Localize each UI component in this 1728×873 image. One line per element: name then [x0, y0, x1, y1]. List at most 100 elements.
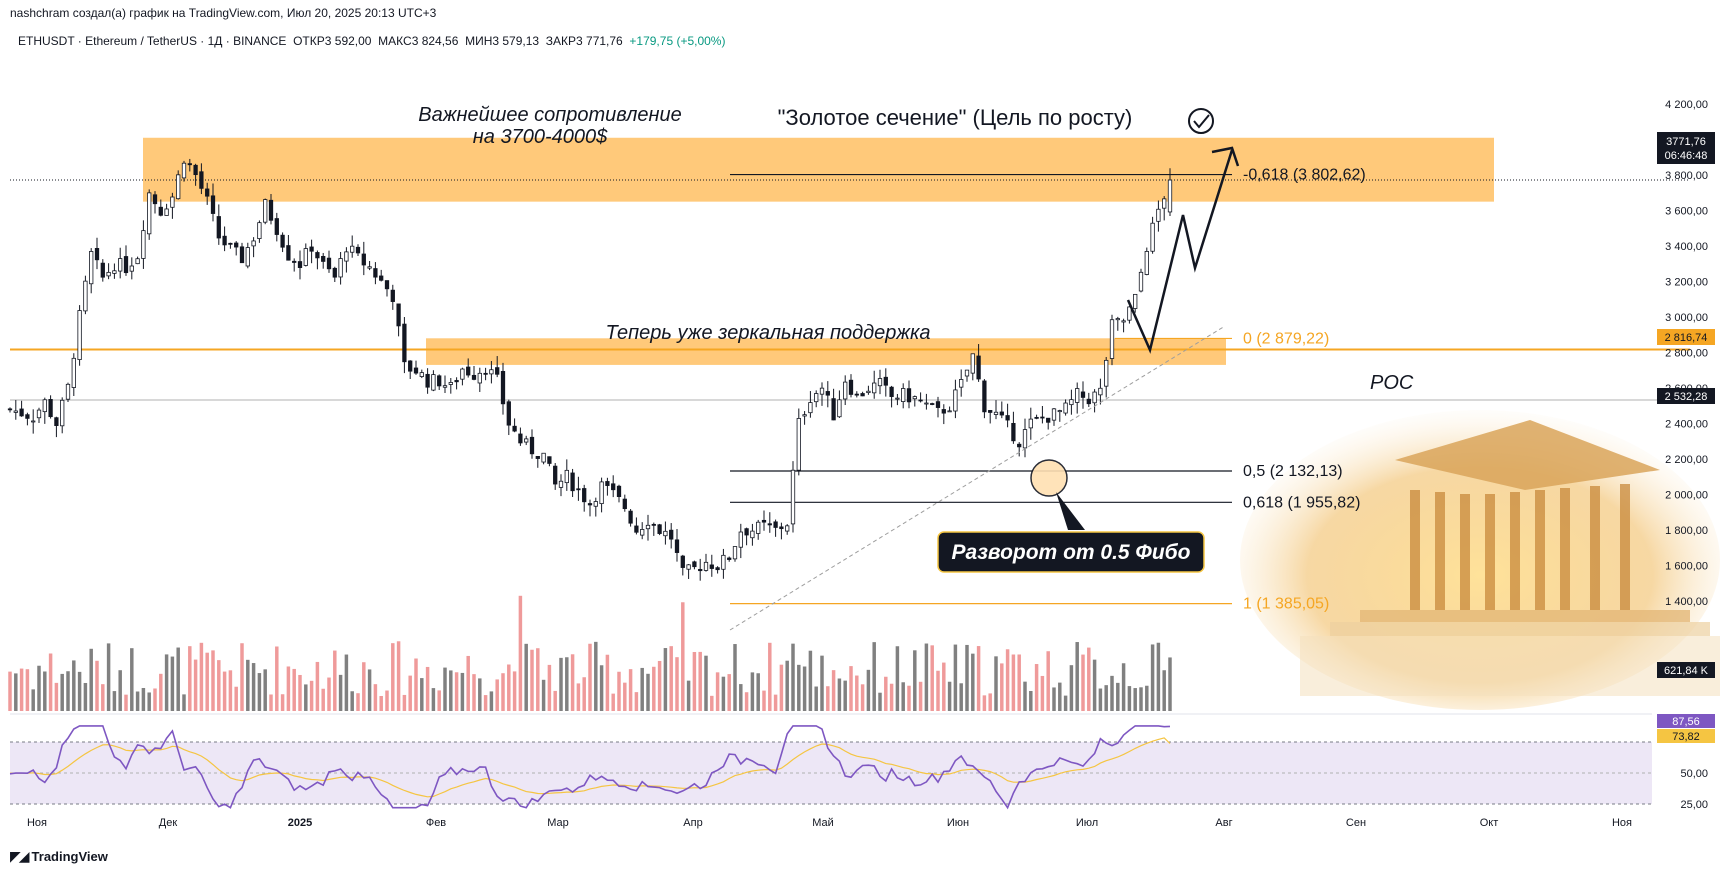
candle-body — [94, 248, 100, 261]
volume-bar — [1005, 649, 1010, 711]
candle-body — [321, 255, 326, 262]
author-line: nashchram создал(а) график на TradingVie… — [10, 6, 437, 20]
fib-label: 0,5 (2 132,13) — [1243, 463, 1343, 480]
candle-body — [181, 162, 187, 179]
volume-bar — [617, 671, 621, 711]
candle-body — [854, 393, 859, 396]
svg-text:621,84 K: 621,84 K — [1664, 665, 1709, 677]
candle-body — [1057, 410, 1062, 413]
candle-body — [506, 401, 511, 426]
volume-bar — [269, 694, 273, 711]
time-tick: Июн — [947, 817, 969, 829]
candle-body — [970, 353, 975, 374]
candle-body — [315, 252, 320, 259]
volume-bar — [14, 673, 18, 711]
svg-text:2 532,28: 2 532,28 — [1665, 391, 1708, 403]
volume-bar — [257, 673, 262, 711]
volume-bar — [1156, 642, 1161, 711]
volume-bar — [855, 675, 859, 711]
volume-bar — [773, 694, 778, 711]
volume-bar — [878, 692, 882, 711]
candle-body — [1011, 422, 1016, 442]
candle-body — [118, 258, 123, 272]
trendline[interactable] — [729, 325, 1226, 631]
volume-bar — [953, 644, 958, 711]
resistance-zone[interactable] — [143, 137, 1494, 202]
candle-body — [1092, 391, 1097, 404]
candle-body — [651, 523, 656, 526]
candle-body — [930, 403, 935, 405]
price-tick: 1 400,00 — [1665, 596, 1708, 608]
reversal-text: Разворот от 0.5 Фибо — [952, 541, 1191, 564]
tradingview-logo[interactable]: ◤◢ TradingView — [10, 848, 108, 865]
candle-body — [1133, 293, 1138, 309]
candle-body — [599, 481, 604, 505]
candles[interactable] — [7, 158, 1173, 581]
brand-name: TradingView — [31, 849, 108, 864]
time-axis[interactable]: Ноя Дек 2025 Фев Мар Апр Май Июн Июл Авг Сен Окт Ноя — [27, 817, 1632, 829]
volume-bar — [147, 692, 151, 711]
change-value: +179,75 (+5,00%) — [629, 34, 726, 48]
projection-path[interactable] — [1126, 149, 1234, 354]
check-circle-icon — [1188, 108, 1214, 134]
high-value: 3 824,56 — [411, 34, 459, 48]
volume-bar — [634, 692, 639, 711]
support-zone[interactable] — [426, 338, 1226, 365]
candle-body — [326, 257, 332, 270]
volume-bar — [1133, 688, 1137, 711]
volume-bar — [686, 680, 691, 711]
candle-body — [263, 199, 268, 223]
svg-text:73,82: 73,82 — [1672, 731, 1700, 743]
volume-bar — [1029, 690, 1033, 711]
volume-bar — [762, 690, 766, 711]
candle-body — [7, 408, 13, 411]
reversal-callout — [937, 531, 1205, 573]
candle-body — [419, 372, 424, 377]
volume-bar — [182, 694, 186, 711]
volume-bar — [976, 646, 981, 711]
fibonacci-levels[interactable]: -0,618 (3 802,62) 0 (2 879,22) 0,5 (2 132,… — [730, 167, 1366, 613]
volume-bar — [106, 643, 111, 711]
volume-bar — [797, 664, 801, 711]
candle-body — [750, 530, 755, 539]
volume-bar — [918, 681, 923, 711]
volume-bar — [768, 642, 772, 711]
candle-body — [210, 195, 216, 214]
price-tick: 4 200,00 — [1665, 99, 1708, 111]
candle-body — [912, 396, 917, 400]
svg-text:3771,76: 3771,76 — [1666, 136, 1706, 148]
volume-bar — [193, 659, 198, 711]
volume-bar — [860, 684, 865, 711]
candle-body — [564, 469, 569, 484]
low-label: МИН — [465, 34, 493, 48]
price-tick: 1 800,00 — [1665, 525, 1708, 537]
symbol-name[interactable]: ETHUSDT · Ethereum / TetherUS · 1Д · BIN… — [18, 34, 287, 48]
volume-bar — [466, 655, 470, 711]
volume-bar — [414, 658, 418, 711]
candle-body — [529, 436, 535, 455]
volume-bar — [373, 684, 378, 711]
volume-bar — [1058, 682, 1062, 711]
rsi-pane[interactable] — [9, 725, 1652, 810]
volume-bar — [153, 688, 157, 711]
symbol-legend[interactable]: ETHUSDT · Ethereum / TetherUS · 1Д · BIN… — [18, 34, 725, 48]
time-tick: Ноя — [1612, 817, 1632, 829]
volume-bar — [808, 650, 813, 711]
volume-bar — [930, 645, 934, 711]
volume-bar — [831, 670, 836, 711]
volume-bar — [385, 690, 389, 711]
volume-bar — [495, 679, 499, 711]
candle-body — [715, 567, 720, 571]
candle-body — [65, 383, 71, 400]
time-tick: Мар — [547, 817, 569, 829]
volume-bar — [19, 668, 24, 711]
candle-body — [732, 546, 738, 560]
volume-bar — [739, 684, 743, 711]
candle-body — [332, 267, 337, 278]
price-axis[interactable]: 4 200,004 000,003 800,003 600,003 400,00… — [1665, 99, 1708, 608]
volume-bar — [246, 659, 250, 711]
candle-body — [674, 539, 680, 553]
volume-bar — [43, 671, 47, 711]
candle-body — [1080, 391, 1086, 398]
